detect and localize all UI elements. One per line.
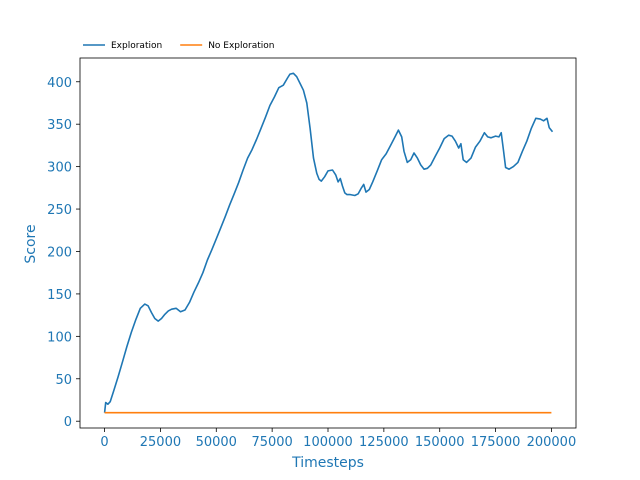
y-tick-label: 200	[47, 245, 72, 260]
y-tick-label: 350	[47, 118, 72, 133]
x-tick-label: 200000	[527, 435, 577, 450]
series-line-0	[103, 72, 554, 413]
legend: Exploration No Exploration	[83, 41, 274, 51]
x-tick-label: 25000	[140, 435, 181, 450]
x-tick-label: 0	[100, 435, 108, 450]
x-tick-label: 75000	[251, 435, 292, 450]
y-tick-label: 300	[47, 161, 72, 176]
y-tick-label: 400	[47, 76, 72, 91]
y-tick-label: 100	[47, 330, 72, 345]
x-tick-label: 100000	[303, 435, 353, 450]
x-tick-label: 150000	[415, 435, 465, 450]
y-axis: 0 50 100 150 200 250 300 350 400	[47, 76, 80, 430]
x-tick-label: 175000	[471, 435, 521, 450]
y-tick-label: 250	[47, 203, 72, 218]
legend-label-0: Exploration	[111, 41, 162, 51]
y-axis-title: Score	[23, 224, 39, 263]
legend-label-1: No Exploration	[208, 41, 274, 51]
y-tick-label: 50	[55, 373, 72, 388]
x-axis: 0 25000 50000 75000 100000 125000 150000 175000…	[100, 428, 576, 450]
x-tick-label: 125000	[359, 435, 409, 450]
y-tick-label: 0	[64, 415, 72, 430]
x-tick-label: 50000	[196, 435, 237, 450]
plot-frame	[79, 57, 577, 429]
plot-area	[79, 57, 577, 429]
x-axis-title: Timesteps	[291, 455, 364, 471]
y-tick-label: 150	[47, 288, 72, 303]
